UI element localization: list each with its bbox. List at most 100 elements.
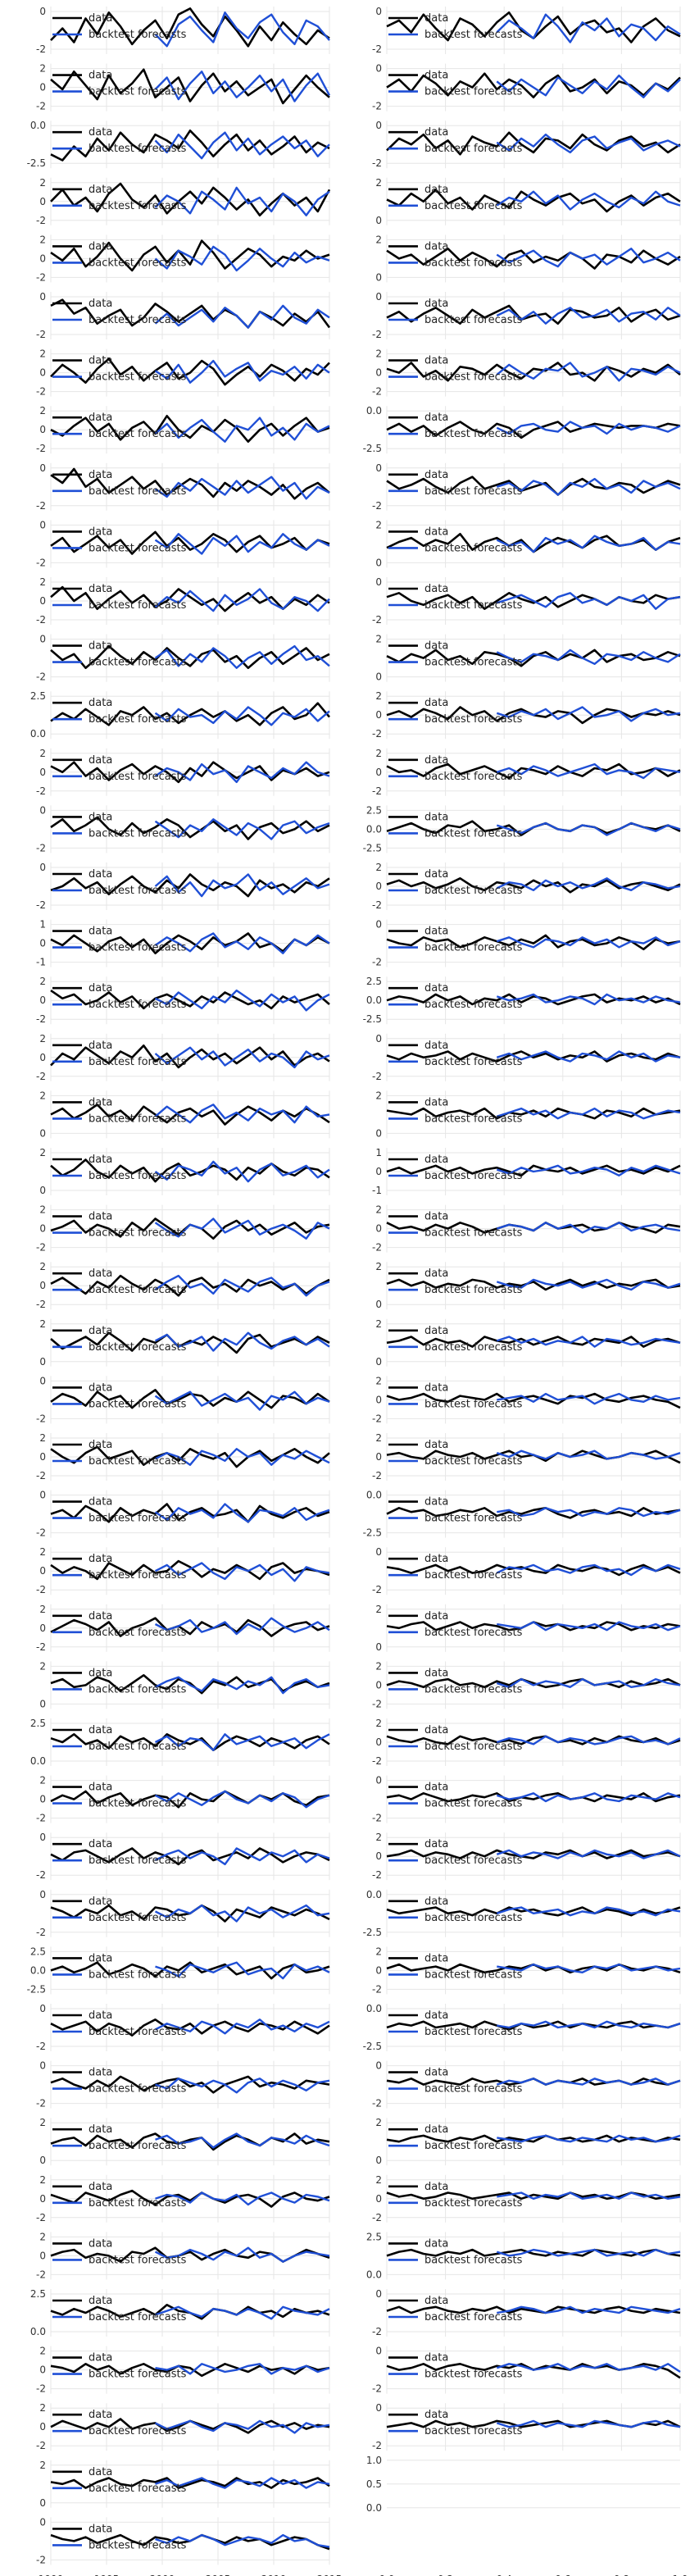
subplot: 0 -2 data backtest forecasts	[36, 519, 330, 568]
subplot: 2 0 -2 data backtest forecasts	[36, 976, 330, 1025]
legend-label-data: data	[89, 926, 112, 938]
y-tick-label: 0	[39, 862, 46, 873]
data-series-line	[50, 467, 330, 500]
subplot: 0 -2 data backtest forecasts	[372, 6, 681, 55]
y-tick-label: 0	[375, 1736, 382, 1748]
forecast-series-line	[496, 2078, 681, 2086]
legend-label-forecast: backtest forecasts	[89, 1455, 187, 1468]
forecast-series-line	[154, 11, 330, 48]
legend-label-data: data	[424, 1838, 448, 1850]
forecast-series-line	[496, 706, 681, 722]
legend: data backtest forecasts	[52, 1896, 187, 1924]
legend: data backtest forecasts	[388, 1040, 523, 1068]
legend-label-data: data	[424, 1211, 448, 1223]
forecast-series-line	[497, 2305, 681, 2314]
legend-label-forecast: backtest forecasts	[89, 1627, 187, 1639]
forecast-series-line	[155, 2363, 330, 2375]
y-tick-label: 0	[375, 1166, 382, 1177]
legend: data backtest forecasts	[52, 1096, 187, 1125]
x-tick-label: 0.2	[438, 2574, 453, 2576]
legend-label-forecast: backtest forecasts	[89, 713, 187, 726]
legend-label-data: data	[89, 1782, 112, 1794]
legend: data backtest forecasts	[52, 868, 187, 897]
legend-label-forecast: backtest forecasts	[89, 885, 187, 897]
legend-label-forecast: backtest forecasts	[89, 1170, 187, 1182]
y-tick-label: 0	[375, 1451, 382, 1463]
y-tick-label: 2	[375, 1090, 382, 1101]
legend-label-forecast: backtest forecasts	[89, 2425, 187, 2437]
y-tick-label: -2	[372, 614, 382, 626]
subplot: 2 0 data backtest forecasts	[375, 1604, 681, 1653]
y-tick-label: 0	[375, 215, 382, 226]
subplot: 2.5 0.0 -2.5 data backtest forecasts	[363, 804, 681, 853]
legend-label-forecast: backtest forecasts	[424, 2311, 523, 2323]
forecast-series-line	[154, 245, 330, 272]
legend-label-data: data	[89, 1553, 112, 1565]
legend: data backtest forecasts	[388, 2067, 523, 2096]
y-tick-label: 0	[39, 994, 46, 1006]
data-series-line	[386, 1164, 681, 1177]
forecast-series-line	[154, 1390, 330, 1411]
y-tick-label: 0	[375, 1775, 382, 1786]
legend-label-data: data	[89, 583, 112, 595]
subplot: 2 0 data backtest forecasts	[39, 1147, 330, 1196]
subplot: 0.0 -2.5 data backtest forecasts	[363, 2003, 681, 2052]
y-tick-label: 0	[39, 462, 46, 474]
subplot: 0 -2 data backtest forecasts	[36, 1889, 330, 1938]
y-tick-label: 0	[375, 2193, 382, 2205]
data-series-line	[50, 1158, 330, 1183]
legend-label-data: data	[424, 2295, 448, 2307]
subplot: 2 0 data backtest forecasts	[375, 177, 681, 226]
legend-label-data: data	[89, 811, 112, 823]
y-tick-label: 0	[375, 2402, 382, 2414]
y-tick-label: 2	[39, 1432, 46, 1444]
y-tick-label: 2	[39, 1147, 46, 1158]
subplot: 2 0 -2 data backtest forecasts	[372, 862, 681, 911]
data-series-line	[386, 421, 681, 439]
y-tick-label: -2.5	[363, 1527, 382, 1539]
data-series-line	[50, 68, 330, 105]
y-tick-label: -2	[36, 215, 46, 226]
y-tick-label: 0	[375, 1394, 382, 1405]
y-tick-label: -2	[372, 1755, 382, 1767]
legend-label-forecast: backtest forecasts	[424, 2254, 523, 2266]
legend-label-forecast: backtest forecasts	[89, 2026, 187, 2038]
subplot: 0 -2 data backtest forecasts	[372, 2346, 681, 2395]
y-tick-label: 0	[375, 120, 382, 131]
forecast-series-line	[155, 2305, 330, 2320]
y-tick-label: 0	[375, 881, 382, 892]
y-tick-label: -2	[36, 271, 46, 283]
data-series-line	[386, 2248, 681, 2257]
legend-label-forecast: backtest forecasts	[424, 1569, 523, 1582]
y-tick-label: -2	[36, 1071, 46, 1082]
subplot: 0 -2 data backtest forecasts	[36, 804, 330, 853]
legend-label-data: data	[424, 1496, 448, 1509]
legend-label-forecast: backtest forecasts	[89, 2369, 187, 2381]
legend: data backtest forecasts	[52, 2123, 187, 2152]
legend-label-forecast: backtest forecasts	[89, 2483, 187, 2495]
y-tick-label: 2	[375, 1318, 382, 1330]
legend: data backtest forecasts	[388, 1154, 523, 1182]
data-series-line	[386, 1906, 681, 1917]
y-tick-label: 0	[39, 424, 46, 435]
legend-label-data: data	[89, 1040, 112, 1052]
forecast-series-line	[154, 131, 330, 160]
y-tick-label: -2	[372, 2383, 382, 2395]
legend-label-data: data	[424, 526, 448, 538]
subplot: 0 -2 data backtest forecasts	[372, 2288, 681, 2337]
legend: data backtest forecasts	[388, 412, 523, 440]
x-tick-label: 2000	[150, 2574, 175, 2576]
legend: data backtest forecasts	[52, 184, 187, 212]
y-tick-label: 0.0	[30, 1755, 46, 1767]
forecast-series-line	[496, 362, 681, 382]
y-tick-label: 0	[39, 1052, 46, 1063]
y-tick-label: 0	[39, 2155, 46, 2166]
data-series-line	[386, 1677, 681, 1689]
data-series-line	[386, 476, 681, 496]
y-tick-label: 2	[375, 177, 382, 189]
subplot: 0 -2 data backtest forecasts	[36, 1375, 330, 1424]
legend: data backtest forecasts	[52, 1040, 187, 1068]
legend-label-data: data	[424, 2067, 448, 2079]
legend: data backtest forecasts	[388, 1838, 523, 1867]
y-tick-label: 2	[39, 2402, 46, 2414]
